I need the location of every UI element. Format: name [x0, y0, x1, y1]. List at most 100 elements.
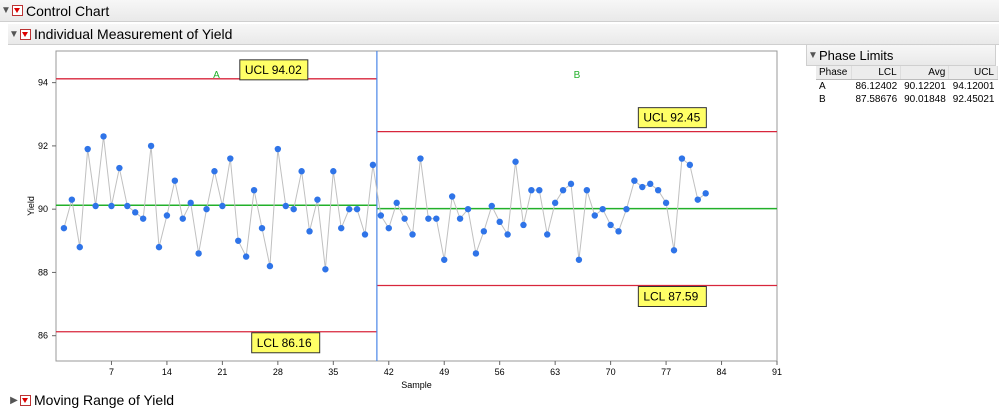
- collapse-disclosure-icon[interactable]: ▼: [1, 5, 11, 16]
- data-point: [377, 212, 385, 219]
- x-axis-label: Sample: [401, 380, 432, 390]
- data-point: [599, 205, 606, 213]
- lcl-label-text: LCL 86.16: [257, 336, 312, 350]
- moving-range-header: ▶ Moving Range of Yield: [8, 392, 999, 408]
- data-point: [108, 202, 115, 210]
- lcl-label: LCL 86.16: [251, 332, 321, 354]
- data-point: [678, 155, 686, 162]
- individual-measurement-header: ▼ Individual Measurement of Yield: [8, 24, 999, 45]
- table-cell: 90.12201: [904, 81, 946, 92]
- data-point: [187, 199, 194, 207]
- data-point: [456, 215, 464, 222]
- data-point: [448, 193, 456, 200]
- x-tick-label: 35: [328, 367, 338, 377]
- data-point: [155, 243, 163, 251]
- data-point: [76, 243, 83, 251]
- data-point: [433, 215, 440, 222]
- data-point: [575, 256, 583, 263]
- data-point: [266, 262, 274, 270]
- data-point: [512, 158, 519, 165]
- data-point: [274, 145, 282, 153]
- data-point: [171, 177, 179, 184]
- data-point: [591, 212, 598, 219]
- data-point: [686, 161, 694, 169]
- data-point: [670, 247, 678, 254]
- table-cell: A: [819, 81, 826, 92]
- collapse-disclosure-icon[interactable]: ▼: [808, 49, 818, 61]
- data-point: [338, 224, 345, 232]
- phase-limits-table: Phase LCL Avg UCL A 86.12402 90.12201 94…: [816, 66, 998, 106]
- ucl-label-box: [637, 107, 707, 129]
- data-point: [314, 196, 321, 203]
- collapse-disclosure-icon[interactable]: ▼: [9, 28, 19, 40]
- data-point: [100, 133, 107, 140]
- expand-disclosure-icon[interactable]: ▶: [10, 394, 18, 406]
- data-point: [306, 228, 313, 235]
- data-point: [654, 186, 662, 194]
- table-cell: 86.12402: [855, 81, 898, 92]
- data-point: [139, 215, 147, 222]
- red-triangle-menu-icon[interactable]: [20, 28, 31, 40]
- data-point: [488, 202, 495, 210]
- red-triangle-menu-icon[interactable]: [12, 5, 23, 16]
- ucl-label-box: [239, 59, 309, 81]
- data-point: [290, 205, 297, 213]
- lcl-label: LCL 87.59: [637, 286, 707, 308]
- x-tick-label: 14: [162, 367, 172, 377]
- data-point: [132, 209, 139, 216]
- data-point: [615, 228, 622, 235]
- y-tick-label: 90: [38, 204, 48, 214]
- column-header: LCL: [851, 66, 901, 80]
- data-point: [282, 202, 289, 210]
- column-header: Phase: [816, 66, 853, 80]
- data-point: [258, 224, 266, 232]
- x-tick-label: 84: [717, 367, 727, 377]
- data-point: [559, 186, 567, 194]
- ucl-label-text: UCL 92.45: [643, 111, 700, 125]
- table-cell: 87.58676: [855, 94, 898, 105]
- report-title: Control Chart: [26, 2, 110, 19]
- data-point: [536, 186, 543, 194]
- data-point: [607, 221, 614, 229]
- data-point: [401, 215, 408, 222]
- table-cell: 90.01848: [904, 94, 946, 105]
- data-point: [583, 186, 591, 194]
- x-tick-label: 70: [606, 367, 616, 377]
- data-point: [116, 164, 123, 172]
- data-point: [544, 231, 551, 238]
- column-header: UCL: [948, 66, 998, 80]
- data-point: [409, 231, 416, 238]
- phase-limits-title: Phase Limits: [819, 47, 894, 63]
- data-point: [68, 196, 76, 203]
- column-header: Avg: [900, 66, 950, 80]
- data-point: [567, 180, 575, 188]
- section-title: Individual Measurement of Yield: [34, 26, 233, 42]
- lcl-label-box: [251, 332, 321, 354]
- data-point: [528, 186, 535, 194]
- y-tick-label: 88: [38, 267, 48, 277]
- data-point: [211, 168, 218, 175]
- x-tick-label: 21: [217, 367, 227, 377]
- data-point: [464, 205, 472, 213]
- data-point: [298, 168, 305, 175]
- ucl-label-text: UCL 94.02: [245, 63, 302, 77]
- data-point: [84, 145, 91, 153]
- data-point: [472, 250, 480, 257]
- phase-label: B: [574, 70, 581, 81]
- data-point: [179, 215, 186, 222]
- data-point: [631, 177, 638, 184]
- data-connector-line: [63, 136, 707, 270]
- data-point: [163, 212, 171, 219]
- data-point: [203, 205, 210, 213]
- data-point: [385, 224, 392, 232]
- data-point: [647, 180, 654, 188]
- individual-control-chart: 86 88 90 92 94 7 14 21 28 35 42 49 56 63 70 77 84 91 Sampl…: [26, 50, 782, 390]
- x-tick-label: 91: [772, 367, 782, 377]
- data-point: [227, 155, 234, 162]
- x-tick-label: 63: [550, 367, 560, 377]
- y-tick-label: 86: [38, 331, 48, 341]
- data-point: [361, 231, 369, 238]
- data-point: [235, 237, 242, 244]
- data-point: [353, 205, 361, 213]
- x-tick-label: 56: [495, 367, 505, 377]
